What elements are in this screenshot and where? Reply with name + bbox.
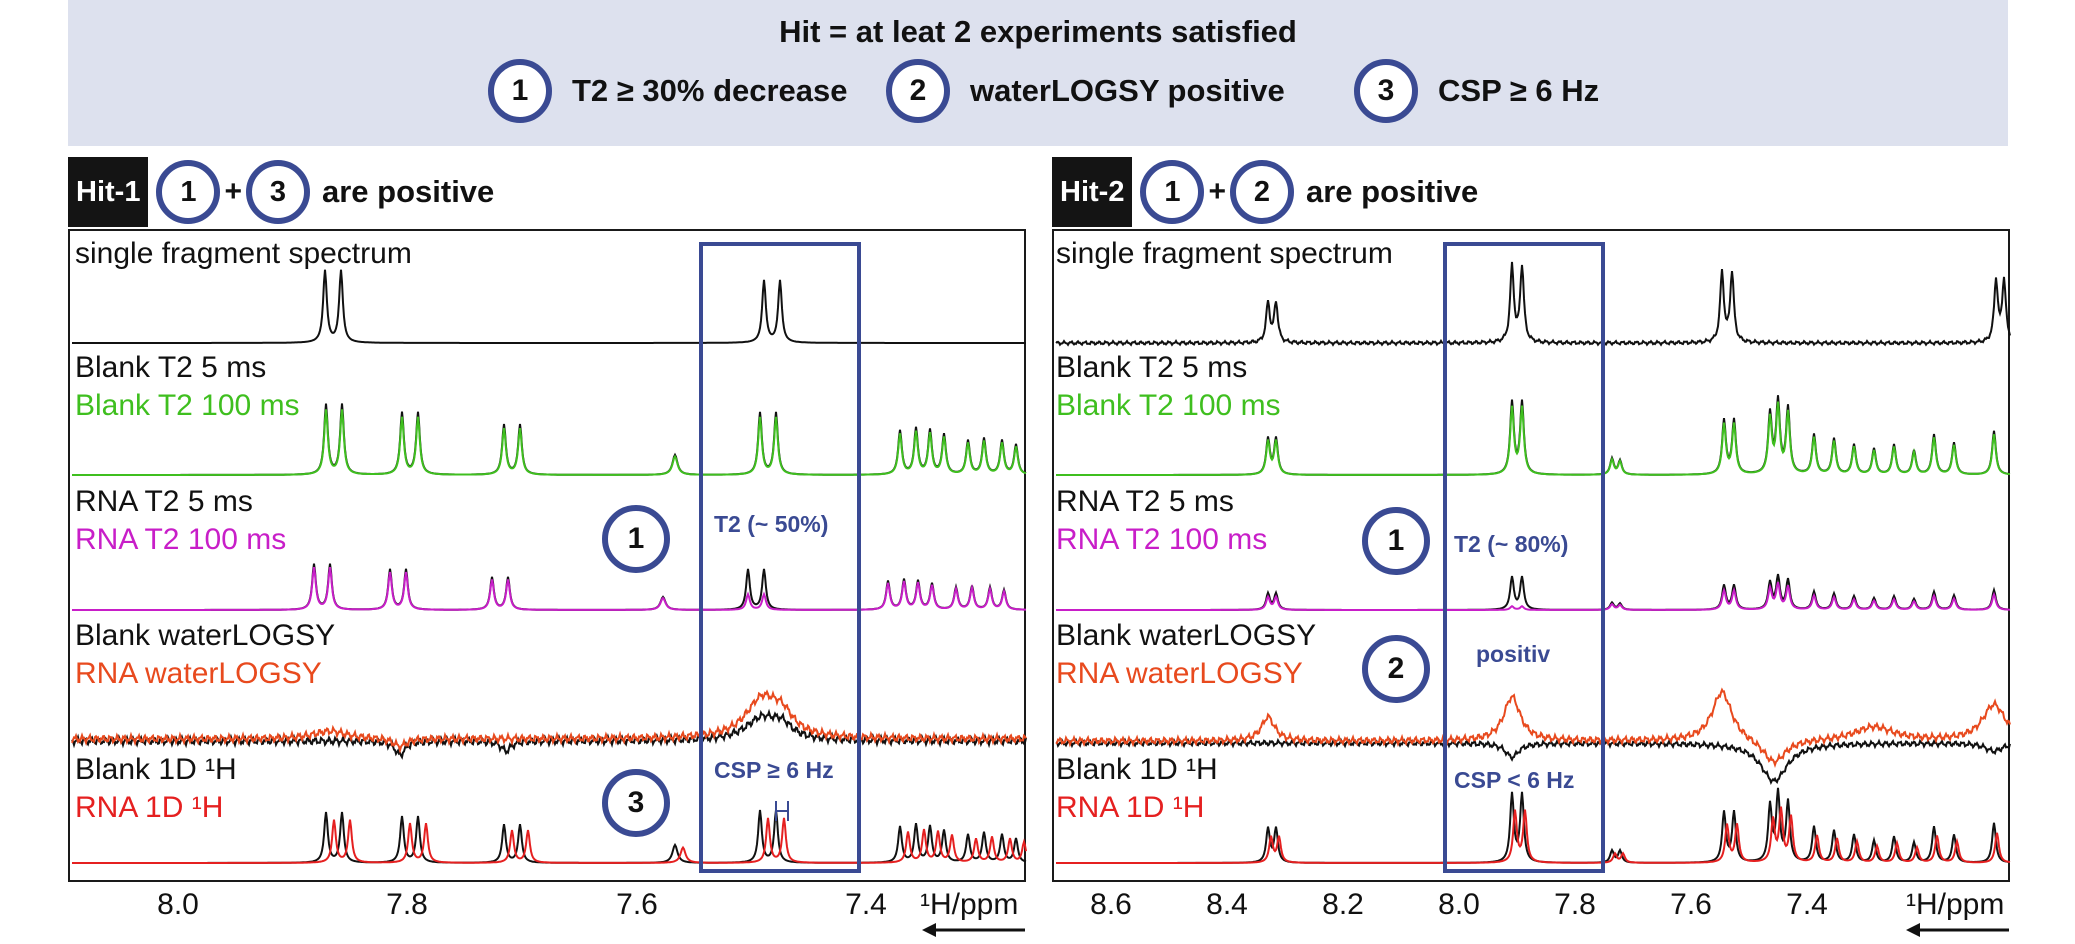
hit2-tick-7.8: 7.8 [1554, 888, 1596, 921]
hit2-circle-b: 2 [1229, 160, 1294, 224]
hit1-label-rna-1d: RNA 1D ¹H [75, 791, 224, 824]
hit1-label-rna-t2-100: RNA T2 100 ms [75, 523, 287, 556]
hit1-label-blank-t2-100: Blank T2 100 ms [75, 389, 300, 422]
hit1-tick-8.0: 8.0 [157, 888, 199, 921]
hit2-highlight-box [1443, 242, 1605, 873]
hit1-plus: + [224, 175, 242, 208]
hit2-rna-1d-trace [1056, 806, 2011, 864]
hit1-label-single: single fragment spectrum [75, 237, 412, 270]
hit1-label-blank-wl: Blank waterLOGSY [75, 619, 336, 652]
hit1-tick-7.6: 7.6 [616, 888, 658, 921]
hit2-tick-8.0: 8.0 [1438, 888, 1480, 921]
hit2-spectra-panel: single fragment spectrum Blank T2 5 ms B… [1052, 229, 2011, 882]
criterion-3: 3 CSP ≥ 6 Hz [1354, 58, 1599, 124]
hit2-label-blank-t2-100: Blank T2 100 ms [1056, 389, 1281, 422]
criterion-2: 2 waterLOGSY positive [886, 58, 1285, 124]
hit2-csp-annotation: CSP < 6 Hz [1454, 767, 1575, 793]
hit2-label-rna-1d: RNA 1D ¹H [1056, 791, 1205, 824]
hit2-suffix: are positive [1305, 174, 1479, 209]
hit2-label-blank-1d: Blank 1D ¹H [1056, 753, 1218, 786]
hit1-label-rna-t2-5: RNA T2 5 ms [75, 485, 253, 518]
hit2-circle-a: 1 [1140, 160, 1205, 224]
hit2-blank-t2-100-trace [1056, 401, 2011, 476]
hit2-label-rna-wl: RNA waterLOGSY [1056, 657, 1303, 690]
criterion-3-circle: 3 [1354, 59, 1418, 123]
hit1-highlight-box [699, 242, 861, 873]
hit1-rna-1d-trace [72, 817, 1027, 864]
hit2-tick-7.6: 7.6 [1670, 888, 1712, 921]
hit2-title: Hit-2 1 + 2 are positive [1052, 156, 1478, 228]
hit1-spectra-plot [71, 242, 1027, 873]
criterion-1: 1 T2 ≥ 30% decrease [488, 58, 848, 124]
hit1-rna-wl-trace [71, 689, 1027, 755]
hit1-circle-b: 3 [245, 160, 310, 224]
hit2-axis-arrow-icon [1906, 923, 2009, 937]
hit2-plus: + [1208, 175, 1226, 208]
criterion-2-label: waterLOGSY positive [970, 73, 1285, 108]
hit2-rna-wl-trace [1055, 687, 2011, 768]
hit2-positiv-annotation: positiv [1476, 641, 1551, 667]
hit1-tick-7.4: 7.4 [845, 888, 887, 921]
hit2-axis-unit: ¹H/ppm [1906, 888, 2005, 921]
hit2-rna-t2-100-trace [1056, 581, 2011, 611]
hit1-circle-a: 1 [156, 160, 221, 224]
header-title: Hit = at leat 2 experiments satisfied [779, 14, 1297, 49]
criterion-1-circle: 1 [488, 59, 552, 123]
hit1-csp-marker-icon [775, 801, 789, 821]
hit1-badge: Hit-1 [68, 157, 149, 227]
hit1-csp-annotation: CSP ≥ 6 Hz [714, 757, 834, 783]
hit1-csp-circle: 3 [602, 769, 670, 837]
hit1-label-blank-t2-5: Blank T2 5 ms [75, 351, 267, 384]
hit2-label-blank-wl: Blank waterLOGSY [1056, 619, 1317, 652]
hit1-tick-7.8: 7.8 [386, 888, 428, 921]
hit1-single-trace [72, 269, 1026, 344]
hit2-single-trace [1055, 261, 2011, 347]
hit1-blank-t2-100-trace [72, 409, 1027, 476]
hit2-t2-circle: 1 [1362, 507, 1430, 575]
hit2-label-blank-t2-5: Blank T2 5 ms [1056, 351, 1248, 384]
criterion-2-circle: 2 [886, 59, 950, 123]
hit2-badge: Hit-2 [1052, 157, 1133, 227]
hit2-label-rna-t2-5: RNA T2 5 ms [1056, 485, 1234, 518]
hit2-rna-t2-5-trace [1056, 573, 2011, 611]
hit1-axis-arrow-icon [922, 923, 1025, 937]
hit1-t2-annotation: T2 (~ 50%) [714, 511, 829, 537]
hit2-tick-8.2: 8.2 [1322, 888, 1364, 921]
criteria-header: Hit = at leat 2 experiments satisfied 1 … [68, 0, 2008, 146]
hit1-label-blank-1d: Blank 1D ¹H [75, 753, 237, 786]
hit1-t2-circle: 1 [602, 505, 670, 573]
criterion-1-label: T2 ≥ 30% decrease [572, 73, 848, 108]
hit1-label-rna-wl: RNA waterLOGSY [75, 657, 322, 690]
hit1-rna-t2-100-trace [72, 566, 1026, 611]
hit2-label-single: single fragment spectrum [1056, 237, 1393, 270]
hit1-suffix: are positive [321, 174, 495, 209]
hit2-wl-circle: 2 [1362, 635, 1430, 703]
criterion-3-label: CSP ≥ 6 Hz [1438, 73, 1600, 108]
hit2-tick-8.6: 8.6 [1090, 888, 1132, 921]
hit2-t2-annotation: T2 (~ 80%) [1454, 531, 1569, 557]
hit2-tick-7.4: 7.4 [1786, 888, 1828, 921]
hit1-rna-t2-5-trace [72, 563, 1026, 611]
hit1-title: Hit-1 1 + 3 are positive [68, 156, 494, 228]
hit2-tick-8.4: 8.4 [1206, 888, 1248, 921]
hit2-spectra-plot [1055, 242, 2011, 873]
hit1-spectra-panel: single fragment spectrum Blank T2 5 ms B… [68, 229, 1027, 882]
hit1-axis-unit: ¹H/ppm [920, 888, 1019, 921]
hit2-label-rna-t2-100: RNA T2 100 ms [1056, 523, 1268, 556]
